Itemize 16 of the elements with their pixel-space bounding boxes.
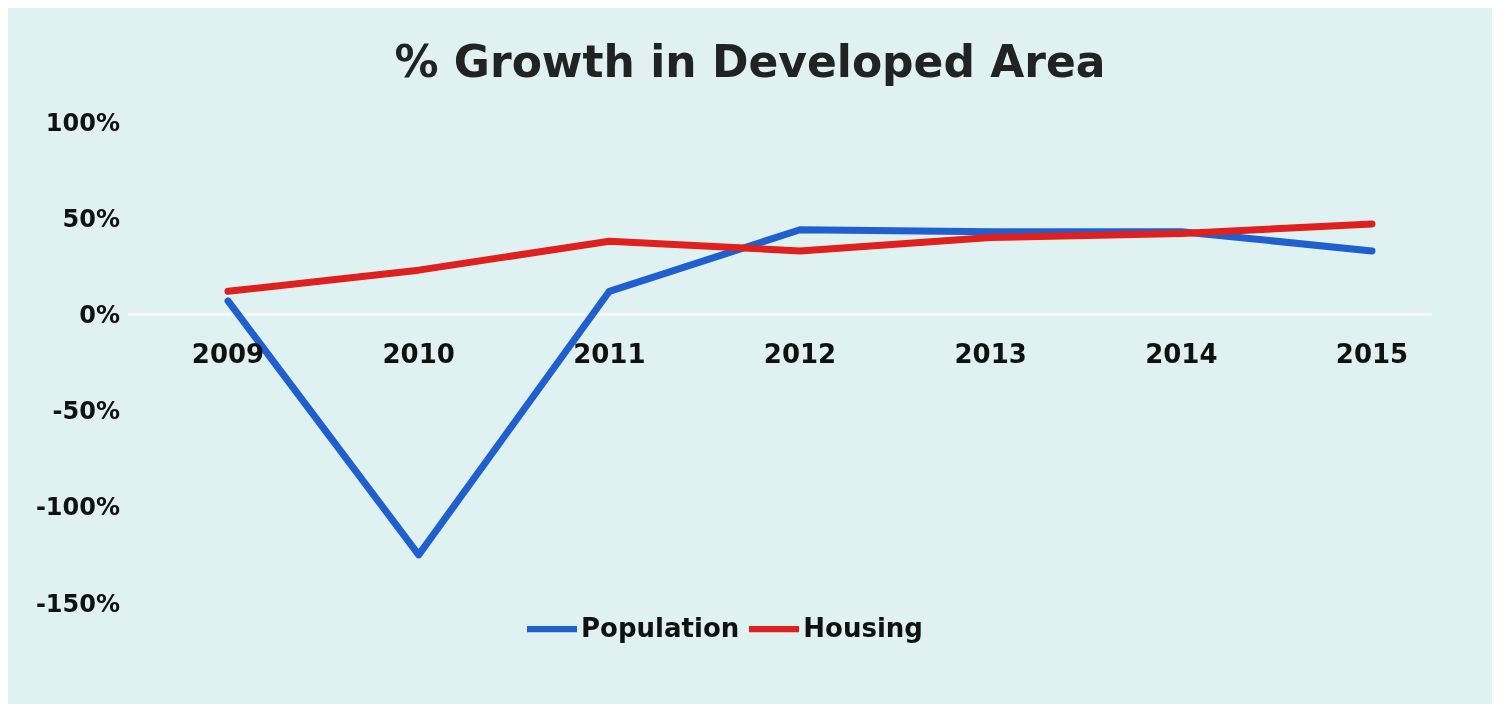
legend-label: Population [581,612,740,643]
x-tick-label: 2013 [954,338,1027,369]
x-tick-label: 2010 [382,338,455,369]
y-tick-label: 50% [62,204,120,233]
x-tick-label: 2009 [191,338,265,369]
x-tick-label: 2011 [573,338,646,369]
y-tick-label: -150% [35,589,120,618]
x-tick-label: 2012 [763,338,837,369]
x-tick-label: 2014 [1145,338,1218,369]
chart-title: % Growth in Developed Area [393,36,1107,87]
y-tick-label: 100% [45,108,120,137]
y-tick-label: -50% [52,397,120,426]
y-tick-label: 0% [79,300,120,329]
y-tick-label: -100% [35,493,120,522]
x-tick-label: 2015 [1335,338,1409,369]
legend-label: Housing [803,612,923,643]
